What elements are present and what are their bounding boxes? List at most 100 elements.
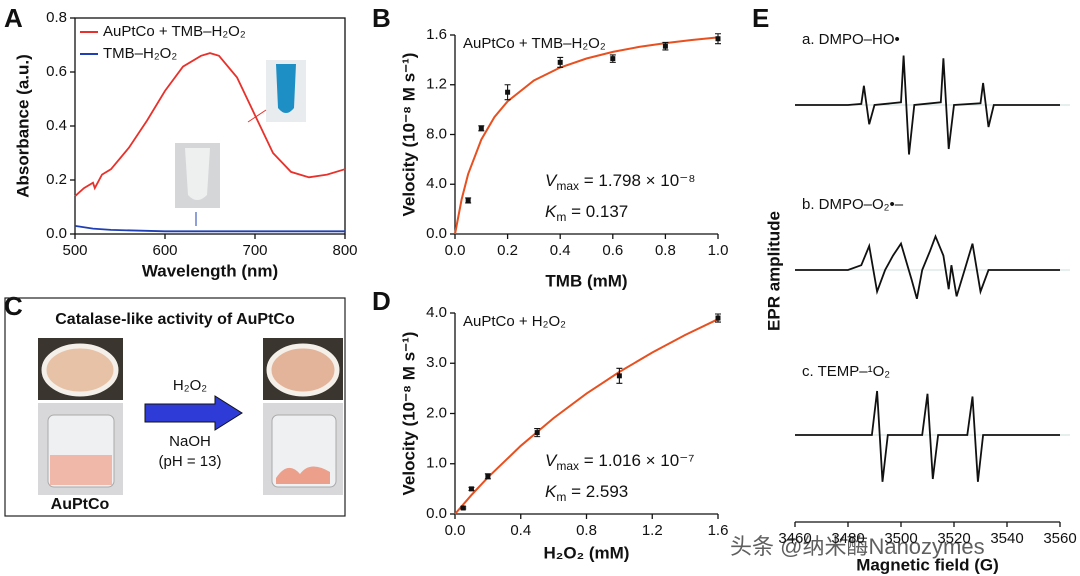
y-tick-label: 1.2 [426,76,447,93]
y-axis-label: EPR amplitude [764,211,783,331]
y-tick-label: 0.4 [46,117,67,134]
x-tick-label: 0.0 [445,522,466,539]
panel-c: C Catalase-like activity of AuPtCo H₂O₂ … [4,291,346,517]
x-tick-label: 1.0 [708,242,729,259]
x-tick-label: 3500 [884,530,917,547]
annotation: Vmax = 1.016 × 10⁻⁷ [545,451,694,473]
y-tick-label: 1.0 [426,455,447,472]
annotation-symbol: K [545,202,557,221]
x-tick-label: 3560 [1043,530,1076,547]
y-tick-label: 0.0 [46,225,67,242]
y-tick-label: 3.0 [426,354,447,371]
data-point [616,373,622,379]
x-tick-label: 1.6 [708,522,729,539]
x-tick-label: 0.4 [550,242,571,259]
series-line [795,55,1060,155]
photo [41,343,119,397]
y-tick-label: 0.0 [426,505,447,522]
x-tick-label: 500 [62,242,87,259]
panel-label: E [752,3,769,33]
legend-text: AuPtCo + TMB–H₂O₂ [463,35,606,52]
x-axis-label: TMB (mM) [545,271,627,290]
panel: B 0.0 0.2 0.4 0.6 0.8 1.0 0.0 4.0 8.0 1.2 1.6 TMB (m… [372,3,728,291]
y-tick-label: 4.0 [426,175,447,192]
y-tick-label: 2.0 [426,404,447,421]
legend-label: TMB–H₂O₂ [103,45,177,62]
insets [175,60,306,226]
x-axis-label: Wavelength (nm) [142,261,278,280]
data-point [534,430,540,436]
panel-frame [4,297,346,517]
data-point [485,473,491,479]
annotation-text: = 2.593 [566,482,628,501]
legend-text: AuPtCo + H₂O₂ [463,313,566,330]
arrow [247,109,267,123]
photo [50,455,112,485]
sample-label: AuPtCo [51,496,110,513]
y-tick-label: 0.2 [46,171,67,188]
trace-label: a. DMPO–HO• [802,31,900,48]
photo [185,148,210,200]
data-point [662,43,668,49]
y-tick-label: 4.0 [426,304,447,321]
condition: (pH = 13) [159,453,222,470]
trace-label: b. DMPO–O₂•– [802,196,904,213]
x-tick-label: 0.4 [510,522,531,539]
annotation-subscript: m [556,210,566,224]
x-tick-label: 800 [332,242,357,259]
data-point [715,36,721,42]
annotation-subscript: m [556,490,566,504]
y-tick-label: 0.8 [46,9,67,26]
panel-title: Catalase-like activity of AuPtCo [55,311,295,328]
data-point [460,505,466,511]
series-line [795,390,1060,482]
data-point [505,89,511,95]
annotation-symbol: V [545,171,558,190]
photo [266,343,340,397]
x-tick-label: 700 [242,242,267,259]
annotation-text: = 1.016 × 10⁻⁷ [579,451,694,470]
panel: E 3460 3480 3500 3520 3540 3560 Magnetic field … [752,3,1077,575]
annotation-text: = 1.798 × 10⁻⁸ [579,171,695,190]
series-line [74,52,346,197]
y-tick-label: 8.0 [426,125,447,142]
data-point [468,486,474,492]
x-axis-label: H₂O₂ (mM) [544,543,630,562]
data-point [610,56,616,62]
annotation-subscript: max [556,179,579,193]
panel-label: C [4,291,23,321]
fit-line [454,318,719,515]
annotation: Km = 2.593 [545,482,628,504]
trace-label: c. TEMP–¹O₂ [802,363,890,380]
fit-line [454,36,719,235]
x-tick-label: 3520 [937,530,970,547]
series-line [795,233,1060,300]
data-point [465,197,471,203]
y-axis-label: Velocity (10⁻⁸ M s⁻¹) [399,53,418,217]
photo [276,64,296,113]
base: NaOH [169,433,211,450]
x-tick-label: 1.2 [642,522,663,539]
panel: D 0.0 0.4 0.8 1.2 1.6 0.0 1.0 2.0 3.0 4.0 H₂O₂ (mM)… [372,286,728,563]
x-tick-label: 0.0 [445,242,466,259]
x-tick-label: 0.8 [576,522,597,539]
watermark: 头条 @纳米酶Nanozymes [730,534,985,559]
annotation-subscript: max [556,459,579,473]
x-axis-label: Magnetic field (G) [856,555,999,574]
y-tick-label: 0.6 [46,63,67,80]
panel: A 500 600 700 800 0.0 0.2 0.4 0.6 0.8 Wavelength (… [4,3,358,281]
legend-label: AuPtCo + TMB–H₂O₂ [103,23,246,40]
panel-label: B [372,3,391,33]
y-tick-label: 0.0 [426,225,447,242]
x-tick-label: 3480 [831,530,864,547]
annotation: Km = 0.137 [545,202,628,224]
x-tick-label: 0.8 [655,242,676,259]
x-tick-label: 0.6 [602,242,623,259]
photo [276,466,330,484]
y-axis-label: Velocity (10⁻⁸ M s⁻¹) [399,332,418,496]
x-tick-label: 3540 [990,530,1023,547]
annotation-text: = 0.137 [566,202,628,221]
data-point [557,59,563,65]
data-point [478,125,484,131]
